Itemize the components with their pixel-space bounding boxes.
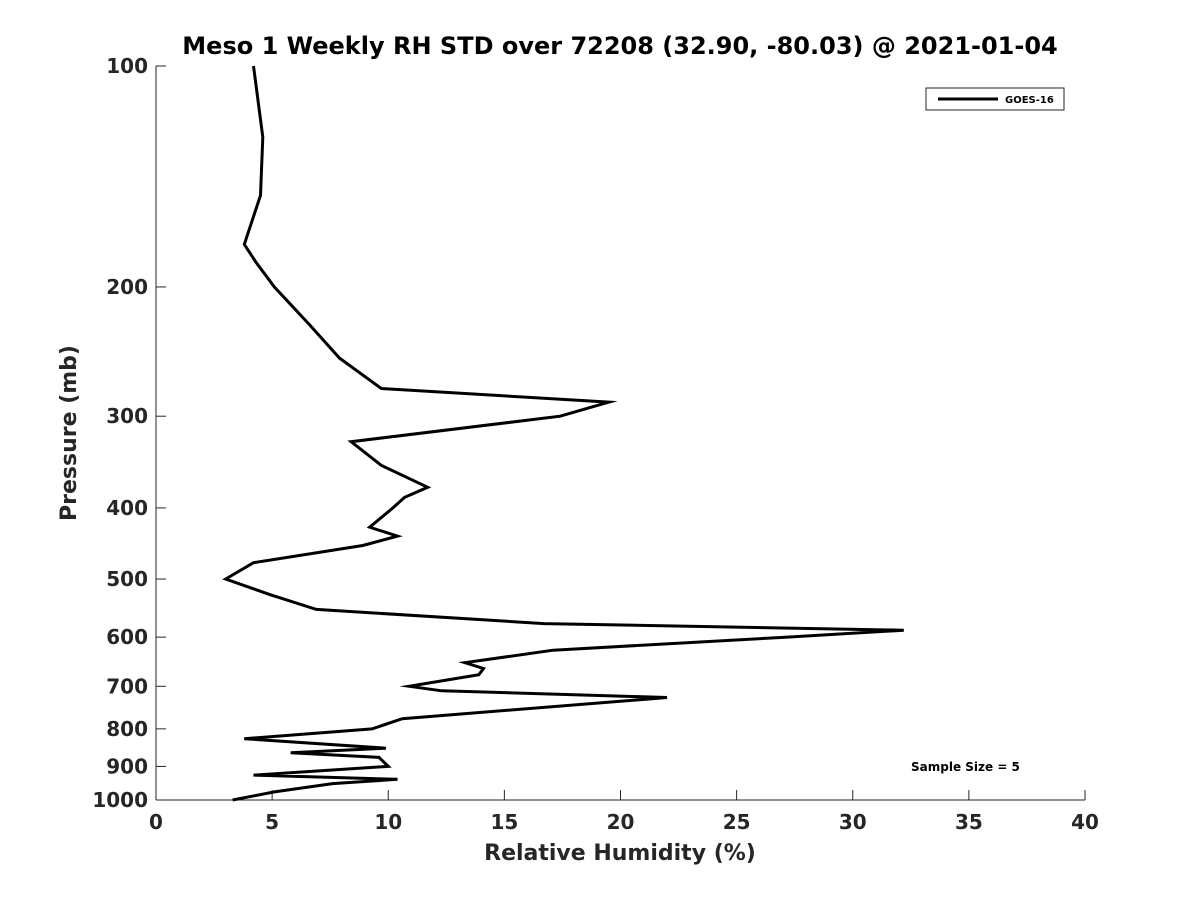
series-layer — [222, 65, 904, 802]
x-tick-label-0: 0 — [149, 810, 163, 834]
y-tick-label-1000: 1000 — [92, 788, 148, 812]
y-tick-label-100: 100 — [106, 54, 148, 78]
y-tick-label-300: 300 — [106, 404, 148, 428]
legend: GOES-16 — [925, 87, 1065, 111]
x-tick-label-25: 25 — [723, 810, 751, 834]
x-tick-label-35: 35 — [955, 810, 983, 834]
y-axis-label: Pressure (mb) — [57, 345, 82, 521]
chart-title: Meso 1 Weekly RH STD over 72208 (32.90, … — [182, 32, 1057, 60]
y-tick-label-500: 500 — [106, 567, 148, 591]
y-tick-label-400: 400 — [106, 496, 148, 520]
y-tick-label-600: 600 — [106, 625, 148, 649]
x-tick-label-5: 5 — [265, 810, 279, 834]
y-tick-label-900: 900 — [106, 754, 148, 778]
y-tick-label-800: 800 — [106, 717, 148, 741]
x-axis: 0 5 10 15 20 25 30 35 40 — [149, 790, 1099, 834]
y-axis: 100 200 300 400 500 600 700 800 900 1000 — [92, 54, 166, 812]
series-line-goes-16 — [222, 65, 904, 802]
x-axis-label: Relative Humidity (%) — [484, 841, 756, 866]
x-tick-label-15: 15 — [490, 810, 518, 834]
x-tick-label-10: 10 — [374, 810, 402, 834]
x-tick-label-40: 40 — [1071, 810, 1099, 834]
sample-size-annotation: Sample Size = 5 — [911, 760, 1020, 774]
x-tick-label-30: 30 — [839, 810, 867, 834]
y-tick-label-200: 200 — [106, 275, 148, 299]
y-tick-label-700: 700 — [106, 674, 148, 698]
x-tick-label-20: 20 — [607, 810, 635, 834]
legend-entry-goes-16: GOES-16 — [1005, 95, 1054, 106]
